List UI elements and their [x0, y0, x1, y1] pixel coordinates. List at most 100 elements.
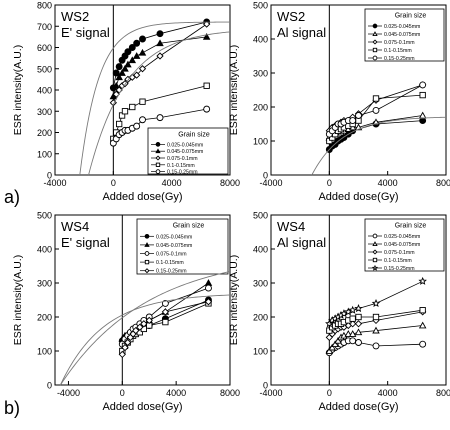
- data-point: [372, 342, 380, 350]
- legend-marker: [144, 233, 150, 239]
- y-tick-label: 500: [37, 211, 52, 221]
- legend-entry: 0.025-0.045mm: [384, 234, 420, 240]
- data-point: [349, 315, 356, 322]
- data-point: [124, 48, 132, 56]
- series-4: [326, 91, 426, 145]
- panel-subtitle: Al signal: [277, 25, 326, 40]
- legend-marker: [144, 268, 150, 274]
- data-point: [121, 343, 129, 352]
- data-point: [112, 81, 121, 89]
- legend-marker: [371, 264, 379, 271]
- legend-entry: 0.025-0.045mm: [384, 24, 420, 30]
- y-tick-label: 300: [253, 69, 268, 79]
- y-tick-label: 0: [263, 381, 268, 391]
- data-point: [354, 328, 363, 336]
- legend-entry: 0.15-0.25mm: [384, 266, 415, 272]
- y-tick-label: 500: [253, 211, 268, 221]
- data-point: [140, 320, 148, 328]
- y-tick-label: 400: [253, 245, 268, 255]
- legend-marker: [372, 249, 378, 255]
- data-point: [372, 313, 380, 321]
- x-tick-label: 0: [327, 178, 332, 188]
- legend-marker: [372, 241, 378, 246]
- legend-marker: [372, 257, 378, 263]
- legend-marker: [372, 233, 378, 239]
- data-point: [139, 116, 146, 124]
- panel-letter: b): [4, 398, 20, 418]
- series-5: [118, 298, 213, 359]
- x-tick-label: 4000: [166, 388, 186, 398]
- y-tick-label: 100: [37, 347, 52, 357]
- legend-entry: 0.1-0.15mm: [156, 260, 184, 266]
- legend-title: Grain size: [395, 13, 427, 20]
- data-point: [204, 279, 213, 286]
- data-point: [203, 82, 210, 89]
- data-point: [328, 343, 337, 351]
- x-tick-label: -4000: [259, 178, 282, 188]
- legend-marker: [372, 39, 378, 45]
- x-tick-label: 8000: [220, 388, 240, 398]
- panel-subtitle: E' signal: [61, 235, 110, 250]
- y-axis-label: ESR intensity(A.U.): [12, 45, 24, 135]
- legend: Grain size 0.025-0.045mm 0.045-0.075mm 0.07…: [364, 218, 445, 272]
- x-tick-label: 0: [120, 388, 125, 398]
- data-point: [419, 340, 427, 348]
- plot-frame: [270, 4, 447, 176]
- data-point: [371, 298, 381, 308]
- legend-marker: [155, 162, 161, 167]
- data-point: [344, 330, 353, 337]
- data-point: [355, 339, 362, 346]
- data-point: [139, 35, 146, 43]
- x-tick-label: -4000: [259, 388, 282, 398]
- x-tick-label: 8000: [436, 178, 450, 188]
- data-point: [204, 298, 213, 306]
- y-tick-label: 500: [37, 64, 52, 74]
- data-point: [372, 106, 380, 114]
- data-point: [419, 91, 426, 99]
- series-3: [118, 284, 212, 348]
- data-point: [348, 305, 357, 314]
- data-point: [139, 98, 146, 105]
- x-tick-label: -4000: [57, 388, 80, 398]
- data-point: [372, 326, 380, 334]
- legend-title: Grain size: [395, 223, 427, 230]
- data-point: [331, 340, 339, 348]
- data-point: [354, 320, 363, 328]
- data-point: [349, 117, 357, 125]
- data-point: [121, 108, 129, 115]
- data-point: [156, 30, 164, 38]
- y-tick-label: 400: [37, 245, 52, 255]
- fit-curve: [79, 21, 230, 176]
- legend-entry: 0.025-0.045mm: [167, 142, 203, 148]
- y-tick-label: 400: [253, 35, 268, 45]
- data-point: [145, 316, 153, 325]
- series-5: [325, 276, 427, 328]
- legend-title: Grain size: [173, 223, 205, 230]
- panel-letter: a): [4, 187, 20, 207]
- plot-frame: [54, 214, 231, 386]
- data-point: [418, 321, 427, 329]
- data-point: [124, 60, 132, 68]
- legend-entry: 0.15-0.25mm: [384, 56, 415, 62]
- series-5: [109, 105, 211, 147]
- x-axis-label: Added dose(Gy): [318, 401, 398, 413]
- data-point: [202, 32, 211, 40]
- legend-entry: 0.045-0.075mm: [156, 243, 192, 249]
- legend-entry: 0.045-0.075mm: [384, 242, 420, 248]
- panel-title: WS2: [277, 9, 305, 24]
- legend-entry: 0.1-0.15mm: [167, 163, 195, 169]
- y-tick-label: 200: [253, 313, 268, 323]
- y-tick-label: 200: [37, 128, 52, 138]
- data-point: [133, 71, 141, 79]
- data-point: [116, 120, 123, 128]
- data-point: [128, 44, 136, 51]
- legend-entry: 0.075-0.1mm: [167, 156, 198, 162]
- legend: Grain size 0.025-0.045mm 0.045-0.075mm 0.07…: [136, 218, 229, 275]
- y-tick-label: 200: [37, 313, 52, 323]
- fit-curve: [88, 31, 231, 176]
- data-point: [205, 284, 212, 292]
- x-tick-label: 4000: [378, 388, 398, 398]
- data-point: [203, 105, 211, 113]
- y-tick-label: 0: [47, 171, 52, 181]
- y-tick-label: 200: [253, 103, 268, 113]
